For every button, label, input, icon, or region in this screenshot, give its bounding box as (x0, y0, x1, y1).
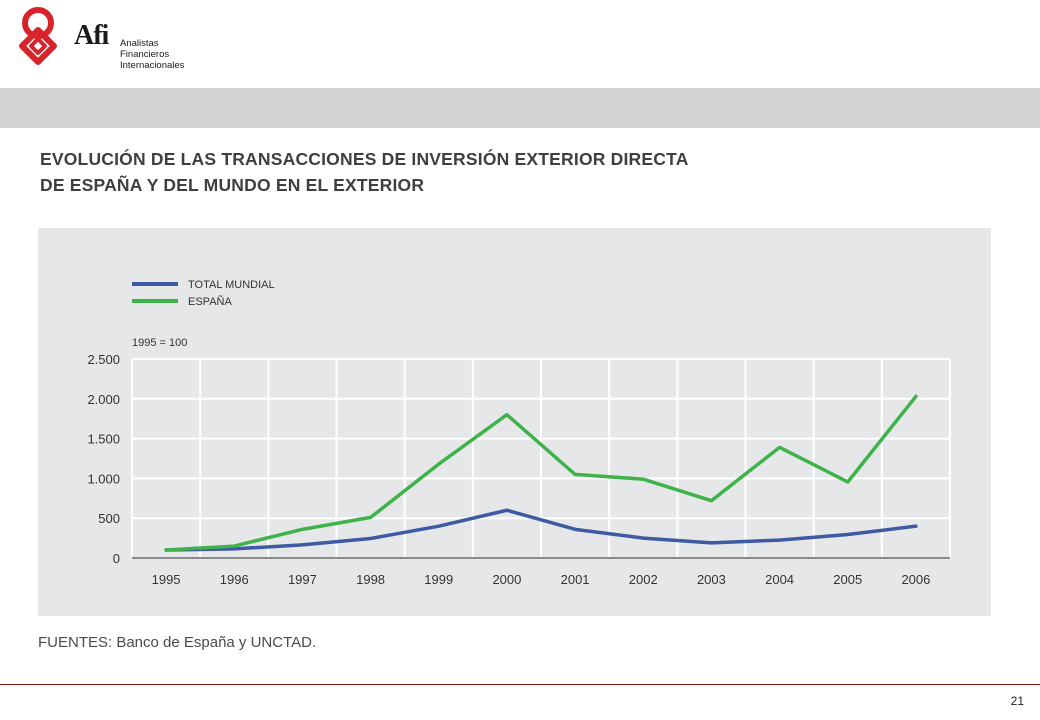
footer-divider (0, 684, 1040, 685)
y-tick-label: 0 (113, 551, 120, 566)
brand-line: Financieros (120, 49, 170, 60)
x-tick-label: 1998 (356, 572, 385, 587)
x-tick-label: 1997 (288, 572, 317, 587)
x-tick-label: 2001 (561, 572, 590, 587)
x-tick-label: 2003 (697, 572, 726, 587)
brand-tagline: Analistas Financieros Internacionales (120, 38, 184, 71)
x-tick-label: 2005 (833, 572, 862, 587)
y-tick-label: 2.000 (87, 392, 120, 407)
header-band (0, 88, 1040, 128)
brand-name: Afi (74, 20, 109, 51)
x-tick-label: 2000 (492, 572, 521, 587)
chart-title-line: DE ESPAÑA Y DEL MUNDO EN EL EXTERIOR (40, 175, 425, 195)
y-tick-label: 1.000 (87, 471, 120, 486)
brand-line: Analistas (120, 38, 159, 49)
series-line-total-mundial (164, 508, 918, 552)
x-tick-label: 2002 (629, 572, 658, 587)
line-chart: 0 500 1.000 1.500 2.000 2.500 1995 1996 1997 1998… (87, 279, 951, 587)
x-tick-label: 1999 (424, 572, 453, 587)
chart-title-line: EVOLUCIÓN DE LAS TRANSACCIONES DE INVERS… (40, 149, 689, 169)
x-tick-label: 2006 (901, 572, 930, 587)
page-number: 21 (1010, 694, 1024, 708)
legend-label: TOTAL MUNDIAL (188, 279, 275, 291)
y-tick-label: 2.500 (87, 352, 120, 367)
afi-logo: Afi Analistas Financieros Internacionale… (14, 6, 214, 76)
series-line-espana (164, 394, 918, 552)
afi-logo-icon (19, 7, 57, 65)
legend-label: ESPAÑA (188, 295, 232, 308)
x-tick-label: 1995 (152, 572, 181, 587)
unit-note: 1995 = 100 (132, 337, 187, 349)
x-tick-label: 2004 (765, 572, 794, 587)
x-tick-label: 1996 (220, 572, 249, 587)
brand-line: Internacionales (120, 60, 185, 71)
y-tick-label: 1.500 (87, 432, 120, 447)
y-tick-label: 500 (98, 511, 120, 526)
source-note: FUENTES: Banco de España y UNCTAD. (38, 634, 317, 651)
chart-title: EVOLUCIÓN DE LAS TRANSACCIONES DE INVERS… (40, 146, 940, 198)
